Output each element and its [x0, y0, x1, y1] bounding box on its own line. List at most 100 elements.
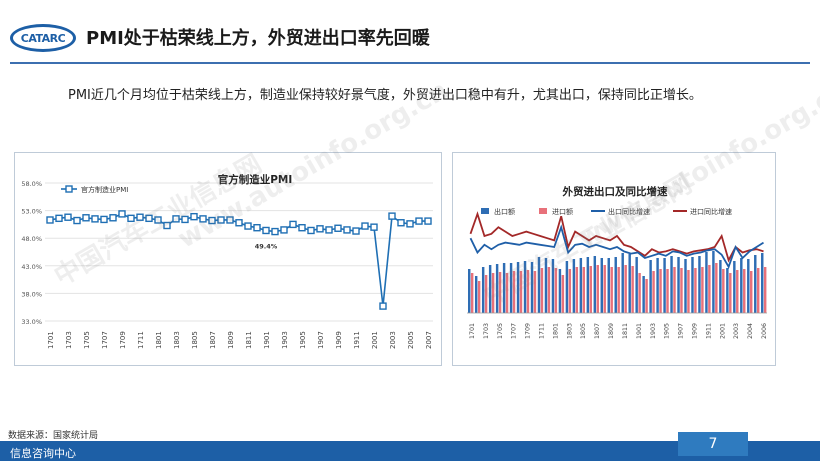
pmi-data-point [181, 215, 189, 224]
y-tick-label: 58.0% [21, 180, 42, 188]
pmi-data-point [244, 222, 252, 230]
export-bar [593, 256, 597, 313]
legend-label: 出口同比增速 [608, 207, 650, 216]
import-bar [617, 267, 620, 313]
y-tick-label: 53.0% [21, 208, 42, 216]
logo-text: CATARC [20, 31, 66, 45]
export-bar [733, 261, 736, 313]
x-tick-label: 2005 [407, 331, 415, 349]
import-bar [687, 270, 690, 313]
pmi-data-point [235, 219, 243, 227]
pmi-chart: 33.0% 38.0% 43.0% 48.0% 53.0% 58.0% 官方制造业PMI 官方… [21, 173, 433, 349]
footer-bar: 信息咨询中心 [0, 441, 820, 461]
import-bar [526, 270, 530, 313]
import-bar [589, 266, 592, 313]
export-bar [586, 257, 590, 313]
pmi-data-point [163, 221, 171, 230]
x-tick-label: 1809 [227, 331, 235, 349]
pmi-data-point [397, 219, 405, 227]
y-tick-label: 48.0% [21, 235, 42, 243]
pmi-data-point [307, 226, 315, 235]
export-bar [656, 258, 659, 313]
x-tick-label: 1807 [594, 323, 601, 339]
export-bar [509, 263, 513, 313]
export-bar [600, 258, 603, 313]
export-bar [537, 257, 541, 313]
pmi-data-point [145, 214, 153, 223]
export-bar [565, 261, 569, 313]
footer-org: 信息咨询中心 [10, 447, 76, 460]
x-tick-label: 1703 [65, 331, 73, 349]
export-bar [649, 260, 652, 313]
export-bar [705, 252, 708, 313]
export-bar [712, 251, 715, 313]
export-bar [740, 258, 743, 313]
import-bar [547, 267, 551, 313]
x-tick-label: 1709 [525, 323, 532, 339]
import-bar [470, 273, 474, 313]
pmi-data-point [226, 216, 234, 224]
x-tick-label: 1909 [691, 323, 698, 339]
pmi-data-point [361, 222, 369, 230]
import-bar [708, 265, 711, 313]
import-bar [743, 269, 746, 313]
pmi-data-point [73, 216, 81, 225]
pmi-data-point [64, 213, 72, 221]
export-growth-line [469, 224, 764, 269]
x-tick-label: 1711 [137, 331, 145, 349]
import-bar [715, 263, 718, 313]
export-bar [579, 258, 583, 313]
pmi-data-point [190, 212, 198, 221]
pmi-data-point [172, 215, 180, 223]
legend-swatch [539, 208, 547, 214]
import-bar [540, 268, 544, 313]
import-bar [554, 268, 558, 313]
pmi-data-point [208, 216, 216, 225]
export-bar [481, 267, 485, 313]
legend-label: 官方制造业PMI [81, 185, 128, 194]
y-tick-label: 43.0% [21, 263, 42, 271]
pmi-data-point [82, 214, 90, 222]
chart-title: 外贸进出口及同比增速 [562, 185, 668, 198]
pmi-data-point [136, 213, 144, 221]
export-bar [726, 268, 729, 313]
import-bar [477, 281, 481, 313]
export-bar [614, 257, 617, 313]
x-tick-label: 2003 [389, 331, 397, 349]
export-bar [474, 276, 478, 313]
x-tick-label: 2001 [719, 323, 726, 339]
import-bar [722, 269, 725, 313]
x-tick-label: 1805 [191, 331, 199, 349]
legend-swatch [481, 208, 489, 214]
import-bar [484, 275, 488, 313]
x-tick-label: 1701 [469, 323, 476, 339]
page-number: 7 [678, 432, 748, 456]
export-bar [670, 256, 673, 313]
y-tick-label: 33.0% [21, 318, 42, 326]
x-tick-label: 1805 [580, 323, 587, 339]
pmi-data-point [91, 215, 99, 223]
x-tick-label: 2001 [371, 331, 379, 349]
x-tick-label: 1901 [636, 323, 643, 339]
y-tick-label: 38.0% [21, 290, 42, 298]
export-bar [621, 253, 624, 313]
import-bar [763, 267, 767, 313]
import-bar [610, 267, 613, 313]
legend-label: 进口额 [552, 207, 573, 216]
x-tick-label: 1905 [664, 323, 671, 339]
x-tick-label: 1705 [497, 323, 504, 339]
export-bar [698, 256, 701, 313]
pmi-data-point [280, 226, 288, 234]
export-bar [642, 276, 645, 313]
x-tick-label: 1701 [47, 331, 55, 349]
import-bar [575, 267, 579, 313]
import-bar [666, 269, 669, 313]
x-tick-label: 2003 [733, 323, 740, 339]
pmi-data-point [154, 216, 162, 224]
import-bar [582, 267, 586, 313]
x-tick-label: 1903 [281, 331, 289, 349]
x-tick-label: 1811 [622, 323, 629, 339]
legend-label: 出口额 [494, 207, 515, 216]
export-bar [523, 261, 527, 313]
x-tick-label: 2006 [761, 323, 768, 339]
